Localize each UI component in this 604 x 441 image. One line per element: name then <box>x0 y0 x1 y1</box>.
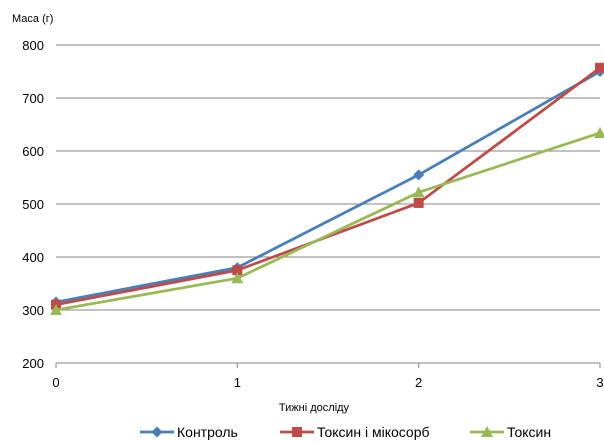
x-axis-title: Тижні досліду <box>279 402 350 414</box>
data-point <box>151 426 163 438</box>
y-axis-title: Маса (г) <box>12 13 53 25</box>
y-tick-label: 800 <box>22 38 44 53</box>
x-tick-label: 3 <box>596 375 603 390</box>
y-tick-label: 200 <box>22 356 44 371</box>
legend: Контроль Токсин і мікосорб Токсин <box>140 424 551 440</box>
y-tick-label: 700 <box>22 91 44 106</box>
y-tick-label: 400 <box>22 250 44 265</box>
gridlines <box>55 44 601 368</box>
series-line <box>55 70 601 304</box>
y-tick-label: 600 <box>22 144 44 159</box>
data-point <box>232 265 243 276</box>
series-line <box>55 66 601 307</box>
legend-label: Контроль <box>177 424 238 440</box>
legend-item: Токсин <box>470 424 551 440</box>
data-point <box>595 62 604 73</box>
x-tick-labels: 0 1 2 3 <box>52 375 603 390</box>
x-tick-label: 0 <box>52 375 59 390</box>
data-point <box>412 186 425 198</box>
x-tick-label: 2 <box>415 375 422 390</box>
data-point <box>413 197 424 208</box>
series-triangle <box>50 126 604 315</box>
y-tick-label: 500 <box>22 197 44 212</box>
data-point <box>594 126 604 138</box>
series-line <box>55 131 601 312</box>
series-layer <box>50 62 604 315</box>
series-square <box>51 62 604 310</box>
data-point <box>292 427 302 437</box>
data-point <box>481 426 493 437</box>
legend-item: Контроль <box>140 424 238 440</box>
legend-item: Токсин і мікосорб <box>280 424 430 440</box>
x-tick-label: 1 <box>234 375 241 390</box>
legend-label: Токсин <box>507 424 551 440</box>
data-point <box>231 272 244 284</box>
data-point <box>413 169 425 181</box>
y-tick-labels: 200 300 400 500 600 700 800 <box>22 38 44 371</box>
y-tick-label: 300 <box>22 303 44 318</box>
series-diamond <box>50 66 604 308</box>
legend-label: Токсин і мікосорб <box>317 424 430 440</box>
data-point <box>50 304 62 315</box>
